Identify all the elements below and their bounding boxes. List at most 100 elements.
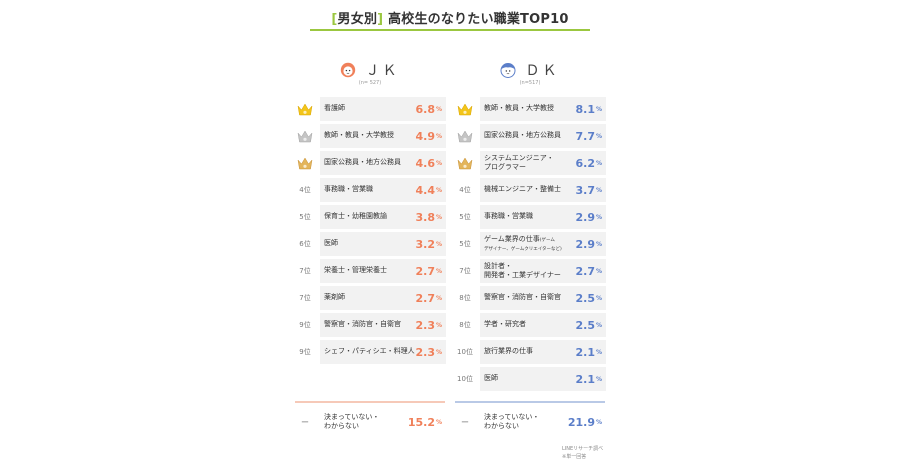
job-name: 栄養士・管理栄養士 [324,259,416,283]
percent-number: 2.7 [415,291,435,305]
ranking-row: システムエンジニア・ プログラマー 6.2% [450,151,610,175]
rank-label: 8位 [459,321,471,329]
ranking-cell: 機械エンジニア・整備士 3.7% [480,178,606,202]
percent-number: 3.8 [415,210,435,224]
ranking-cell: 医師 3.2% [320,232,446,256]
job-name: 国家公務員・地方公務員 [484,124,576,148]
percent-number: 2.7 [415,264,435,278]
job-name: 警察官・消防官・自衛官 [484,286,576,310]
job-name: 医師 [324,232,416,256]
job-name: シェフ・パティシエ・料理人 [324,340,416,364]
ranking-row: 4位 事務職・営業職 4.4% [290,178,450,202]
percent-value: 6.8% [415,97,442,121]
percent-number: 2.9 [575,237,595,251]
ranking-cell: 設計者・ 開発者・工業デザイナー 2.7% [480,259,606,283]
source-text: LINEリサーチ調べ [562,446,604,452]
undecided-rank: ー [301,417,309,427]
gold-crown-icon [297,103,313,115]
job-text: 教師・教員・大学教授 [324,131,394,140]
rank-label [450,151,480,175]
percent-number: 4.9 [415,129,435,143]
job-name: 教師・教員・大学教授 [324,124,416,148]
ranking-row: 10位 医師 2.1% [450,367,610,391]
job-text: 教師・教員・大学教授 [484,104,554,113]
percent-unit: % [595,213,602,221]
title-bracket-close: ] [377,12,384,27]
percent-value: 4.6% [415,151,442,175]
ranking-cell: 医師 2.1% [480,367,606,391]
job-name: 旅行業界の仕事 [484,340,576,364]
jk-label: ＪＫ [365,62,400,79]
ranking-row: 7位 薬剤師 2.7% [290,286,450,310]
percent-unit: % [595,294,602,302]
ranking-row: 4位 機械エンジニア・整備士 3.7% [450,178,610,202]
percent-number: 2.1 [575,345,595,359]
percent-value: 2.1% [575,367,602,391]
dk-separator [455,401,605,403]
percent-unit: % [435,267,442,275]
rank-label [290,151,320,175]
percent-value: 6.2% [575,151,602,175]
rank-label: 5位 [459,213,471,221]
ranking-row: 教師・教員・大学教授 8.1% [450,97,610,121]
ranking-row: 国家公務員・地方公務員 4.6% [290,151,450,175]
job-text: シェフ・パティシエ・料理人 [324,347,415,356]
percent-unit: % [595,348,602,356]
percent-unit: % [435,240,442,248]
undecided-line2: わからない [484,422,519,430]
job-name: 学者・研究者 [484,313,576,337]
source-note: LINEリサーチ調べ ※単一回答 [562,445,603,461]
undecided-line1: 決まっていない・ [324,412,380,421]
rank-label: 10位 [457,375,473,383]
undecided-line1: 決まっていない・ [484,412,540,421]
ranking-row: 7位 栄養士・管理栄養士 2.7% [290,259,450,283]
job-text: 警察官・消防官・自衛官 [484,293,561,302]
rank-label: 8位 [459,294,471,302]
undecided-number: 21.9 [567,415,595,429]
undecided-unit: % [435,418,442,426]
percent-number: 2.1 [575,372,595,386]
percent-value: 2.3% [415,313,442,337]
dk-label: ＤＫ [525,62,560,79]
ranking-cell: システムエンジニア・ プログラマー 6.2% [480,151,606,175]
undecided-job: 決まっていない・ わからない [324,408,416,436]
job-name: 警察官・消防官・自衛官 [324,313,416,337]
undecided-percent: 21.9% [568,408,602,436]
jk-header: ＪＫ [290,59,450,80]
percent-unit: % [595,186,602,194]
percent-number: 2.5 [575,318,595,332]
rank-label [450,97,480,121]
dk-header: ＤＫ [450,59,610,80]
title-underline [310,29,590,31]
job-text: 国家公務員・地方公務員 [324,158,401,167]
job-text-line1: ゲーム業界の仕事 [484,234,540,243]
rank-label: 9位 [299,348,311,356]
job-name: 看護師 [324,97,416,121]
bronze-crown-icon [457,157,473,169]
percent-number: 2.9 [575,210,595,224]
jk-sample-size: (n= 527) [358,80,382,86]
undecided-row: ー決まっていない・ わからない 21.9% [450,408,610,436]
job-name: 事務職・営業職 [324,178,416,202]
rank-label [290,124,320,148]
ranking-cell: 警察官・消防官・自衛官 2.3% [320,313,446,337]
ranking-cell: 薬剤師 2.7% [320,286,446,310]
rank-label: 7位 [299,294,311,302]
undecided-cell: 決まっていない・ わからない 21.9% [480,408,606,436]
undecided-cell: 決まっていない・ わからない 15.2% [320,408,446,436]
chart-title: [男女別] 高校生のなりたい職業TOP10 [310,8,590,30]
percent-unit: % [595,132,602,140]
percent-value: 4.4% [415,178,442,202]
job-text: 医師 [484,374,498,383]
job-text: 薬剤師 [324,293,345,302]
percent-value: 2.7% [415,286,442,310]
rank-label: 7位 [299,267,311,275]
percent-unit: % [435,105,442,113]
job-text: 機械エンジニア・整備士 [484,185,561,194]
rank-label: 9位 [299,321,311,329]
percent-number: 6.2 [575,156,595,170]
percent-number: 2.3 [415,345,435,359]
rank-label: 10位 [457,348,473,356]
ranking-cell: 保育士・幼稚園教諭 3.8% [320,205,446,229]
rank-label: 5位 [459,240,471,248]
